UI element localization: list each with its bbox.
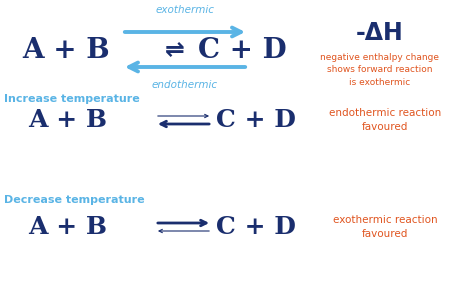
Text: Decrease temperature: Decrease temperature: [4, 195, 145, 205]
Text: -ΔH: -ΔH: [356, 21, 404, 45]
Text: C + D: C + D: [216, 108, 296, 132]
Text: exothermic reaction
favoured: exothermic reaction favoured: [333, 215, 438, 239]
Text: A + B: A + B: [28, 108, 107, 132]
Text: A + B: A + B: [22, 37, 109, 63]
Text: C + D: C + D: [198, 37, 287, 63]
Text: C + D: C + D: [216, 215, 296, 239]
Text: negative enthalpy change
shows forward reaction
is exothermic: negative enthalpy change shows forward r…: [320, 53, 439, 87]
Text: exothermic: exothermic: [155, 5, 215, 15]
Text: endothermic: endothermic: [152, 80, 218, 90]
Text: ⇌: ⇌: [165, 38, 185, 62]
Text: Increase temperature: Increase temperature: [4, 94, 140, 104]
Text: A + B: A + B: [28, 215, 107, 239]
Text: endothermic reaction
favoured: endothermic reaction favoured: [329, 108, 441, 132]
